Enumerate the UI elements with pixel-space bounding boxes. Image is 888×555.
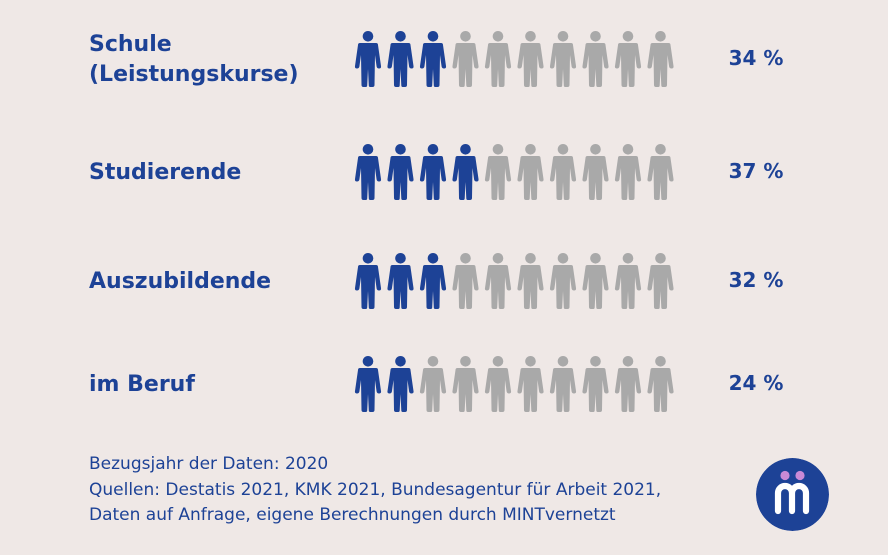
person-icon bbox=[549, 356, 577, 412]
person-icon bbox=[387, 144, 414, 200]
person-icon bbox=[614, 356, 642, 412]
chart-footer: Bezugsjahr der Daten: 2020 Quellen: Dest… bbox=[89, 452, 661, 529]
person-icon bbox=[582, 356, 609, 412]
person-icon bbox=[387, 253, 414, 309]
person-icon bbox=[452, 253, 479, 309]
sources-note-line-1: Quellen: Destatis 2021, KMK 2021, Bundes… bbox=[89, 479, 662, 500]
person-icon bbox=[647, 31, 674, 87]
person-icon bbox=[354, 356, 382, 412]
person-icon bbox=[387, 356, 414, 412]
person-icon bbox=[354, 31, 382, 87]
person-icon bbox=[582, 144, 609, 200]
person-icon bbox=[582, 253, 609, 309]
category-row: Studierende 37 % bbox=[89, 144, 783, 200]
person-icon bbox=[614, 31, 642, 87]
person-icon bbox=[419, 253, 447, 309]
person-icon bbox=[647, 144, 674, 200]
value-label: 37 % bbox=[729, 159, 784, 183]
person-icon bbox=[354, 144, 382, 200]
person-icon bbox=[582, 31, 609, 87]
person-icon bbox=[549, 31, 577, 87]
category-label: (Leistungskurse) bbox=[89, 62, 299, 87]
category-label: Auszubildende bbox=[89, 269, 271, 294]
person-icon bbox=[419, 144, 447, 200]
person-icon bbox=[452, 31, 479, 87]
person-icon bbox=[614, 253, 642, 309]
category-label: im Beruf bbox=[89, 372, 195, 397]
mintvernetzt-logo-icon bbox=[756, 458, 829, 531]
person-icon bbox=[549, 144, 577, 200]
person-icon bbox=[484, 253, 512, 309]
sources-note-line-2: Daten auf Anfrage, eigene Berechnungen d… bbox=[89, 505, 616, 525]
person-icon bbox=[452, 356, 479, 412]
person-icon bbox=[647, 253, 674, 309]
person-icon bbox=[484, 31, 512, 87]
category-row: Auszubildende 32 % bbox=[89, 253, 783, 309]
person-icon bbox=[419, 31, 447, 87]
data-year-note: Bezugsjahr der Daten: 2020 bbox=[89, 454, 329, 474]
person-icon bbox=[484, 144, 512, 200]
pictogram-chart: Schule (Leistungskurse) 34 % Studierende 37 … bbox=[89, 31, 783, 412]
person-icon bbox=[647, 356, 674, 412]
person-icon bbox=[354, 253, 382, 309]
value-label: 34 % bbox=[729, 46, 784, 70]
value-label: 24 % bbox=[729, 371, 784, 395]
person-icon bbox=[517, 356, 544, 412]
person-icon bbox=[549, 253, 577, 309]
person-icon bbox=[517, 31, 544, 87]
category-label: Schule bbox=[89, 32, 172, 57]
person-icon bbox=[517, 253, 544, 309]
category-label: Studierende bbox=[89, 160, 241, 185]
person-icon bbox=[419, 356, 447, 412]
value-label: 32 % bbox=[729, 268, 784, 292]
person-icon bbox=[517, 144, 544, 200]
person-icon bbox=[452, 144, 479, 200]
category-row: Schule (Leistungskurse) 34 % bbox=[89, 31, 783, 87]
person-icon bbox=[387, 31, 414, 87]
person-icon bbox=[484, 356, 512, 412]
person-icon bbox=[614, 144, 642, 200]
category-row: im Beruf 24 % bbox=[89, 356, 783, 412]
